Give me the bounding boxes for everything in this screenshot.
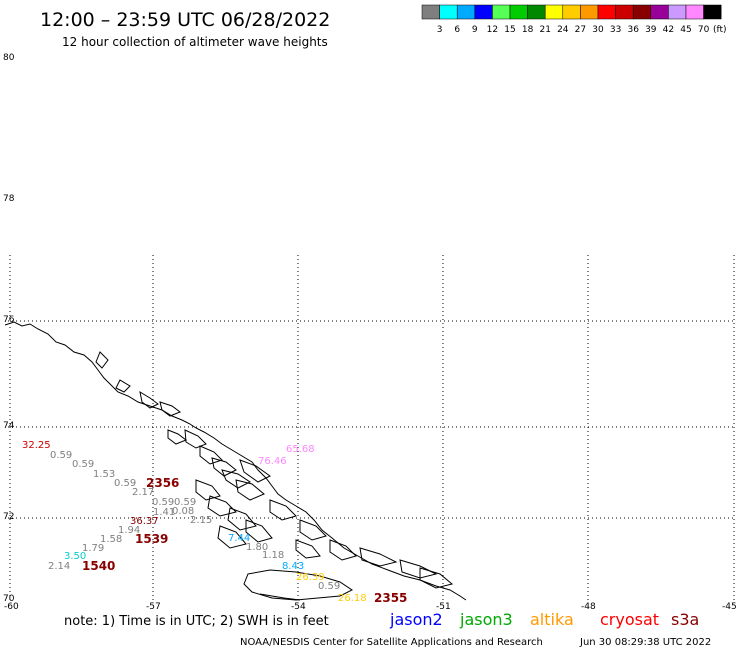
lat-label-74: 74 bbox=[3, 421, 15, 431]
legend-unit: (ft) bbox=[713, 25, 727, 35]
lat-label-76: 76 bbox=[3, 315, 15, 325]
legend-label: 6 bbox=[454, 25, 460, 35]
mission-label: altika bbox=[530, 610, 574, 629]
legend-label: 15 bbox=[504, 25, 515, 35]
legend-swatch bbox=[650, 4, 669, 20]
wave-height-value: 8.43 bbox=[282, 561, 304, 572]
wave-height-value: 1.53 bbox=[93, 469, 115, 480]
legend-swatch bbox=[703, 4, 722, 20]
legend-label: 12 bbox=[487, 25, 498, 35]
latitude-labels: 80 78 76 74 72 70 bbox=[3, 53, 15, 604]
legend-swatch bbox=[668, 4, 687, 20]
lat-label-78: 78 bbox=[3, 194, 15, 204]
footer-timestamp: Jun 30 08:29:38 UTC 2022 bbox=[579, 637, 711, 648]
wave-height-value: 7.44 bbox=[228, 533, 250, 544]
legend-label: 39 bbox=[645, 25, 657, 35]
mission-legend: jason2 jason3 altika cryosat s3a bbox=[389, 610, 699, 629]
wave-height-observations: 32.250.590.591.530.592.170.59 0.591.410.0… bbox=[22, 440, 367, 604]
legend-label: 70 bbox=[698, 25, 710, 35]
legend-label: 42 bbox=[663, 25, 674, 35]
mission-label: jason3 bbox=[459, 610, 513, 629]
legend-swatch bbox=[632, 4, 652, 20]
lon-label-57: -57 bbox=[146, 602, 161, 612]
footer-note: note: 1) Time is in UTC; 2) SWH is in fe… bbox=[64, 614, 329, 629]
color-legend: 3 6 9 12 15 18 21 24 27 30 33 36 39 42 45 70 bbox=[421, 4, 722, 35]
legend-swatch bbox=[615, 4, 634, 20]
legend-swatch bbox=[597, 4, 616, 20]
legend-swatch bbox=[685, 4, 704, 20]
pass-id-label: 2355 bbox=[374, 591, 407, 605]
longitude-labels: -60 -57 -54 -51 -48 -45 bbox=[4, 602, 737, 612]
mission-label: s3a bbox=[671, 610, 699, 629]
legend-label: 27 bbox=[575, 25, 586, 35]
legend-label: 30 bbox=[592, 25, 604, 35]
legend-swatch bbox=[421, 4, 440, 20]
wave-height-value: 0.59 bbox=[72, 459, 94, 470]
legend-label: 45 bbox=[680, 25, 691, 35]
legend-label: 24 bbox=[557, 25, 569, 35]
map-grid bbox=[8, 255, 735, 600]
wave-height-value: 2.14 bbox=[48, 561, 70, 572]
wave-height-value: 0.59 bbox=[174, 497, 196, 508]
wave-height-value: 0.08 bbox=[172, 506, 194, 517]
legend-swatch bbox=[580, 4, 599, 20]
footer-credit: NOAA/NESDIS Center for Satellite Applica… bbox=[240, 637, 543, 648]
legend-swatch bbox=[474, 4, 493, 20]
legend-label: 33 bbox=[610, 25, 621, 35]
wave-height-value: 1.79 bbox=[82, 543, 104, 554]
pass-identifiers: 2356 1539 1540 2355 bbox=[82, 476, 407, 605]
legend-swatch bbox=[562, 4, 581, 20]
wave-height-value: 26.39 bbox=[296, 572, 325, 583]
wave-height-value: 2.15 bbox=[190, 515, 212, 526]
wave-height-value: 1.41 bbox=[153, 507, 175, 518]
wave-height-value: 36.37 bbox=[130, 516, 159, 527]
legend-label: 21 bbox=[539, 25, 550, 35]
wave-height-value: 1.80 bbox=[246, 542, 268, 553]
map-title: 12:00 – 23:59 UTC 06/28/2022 bbox=[40, 9, 330, 31]
lon-label-60: -60 bbox=[4, 602, 19, 612]
pass-id-label: 1539 bbox=[135, 532, 168, 546]
legend-label: 3 bbox=[437, 25, 443, 35]
legend-label: 36 bbox=[627, 25, 639, 35]
lat-label-80: 80 bbox=[3, 53, 15, 63]
lon-label-48: -48 bbox=[581, 602, 596, 612]
map-subtitle: 12 hour collection of altimeter wave hei… bbox=[62, 35, 328, 49]
wave-height-value: 2.17 bbox=[132, 487, 154, 498]
legend-label: 18 bbox=[522, 25, 534, 35]
lon-label-45: -45 bbox=[722, 602, 737, 612]
pass-id-label: 2356 bbox=[146, 476, 179, 490]
mission-label: cryosat bbox=[600, 610, 659, 629]
legend-swatch bbox=[509, 4, 528, 20]
wave-height-value: 0.59 bbox=[50, 450, 72, 461]
lat-label-72: 72 bbox=[3, 512, 14, 522]
lon-label-51: -51 bbox=[436, 602, 451, 612]
legend-label: 9 bbox=[472, 25, 478, 35]
wave-height-value: 0.59 bbox=[152, 497, 174, 508]
wave-height-value: 1.94 bbox=[118, 525, 140, 536]
lat-label-70: 70 bbox=[3, 594, 15, 604]
wave-height-value: 65.68 bbox=[286, 444, 315, 455]
legend-swatch bbox=[527, 4, 546, 20]
mission-label: jason2 bbox=[389, 610, 443, 629]
wave-height-value: 3.50 bbox=[64, 551, 86, 562]
wave-height-value: 0.59 bbox=[318, 581, 340, 592]
coastline bbox=[4, 321, 467, 601]
pass-id-label: 1540 bbox=[82, 559, 115, 573]
wave-height-value: 1.18 bbox=[262, 550, 284, 561]
legend-swatch bbox=[544, 4, 564, 20]
wave-height-value: 1.58 bbox=[100, 534, 122, 545]
legend-swatch bbox=[456, 4, 476, 20]
legend-swatch bbox=[439, 4, 458, 20]
legend-swatch bbox=[492, 4, 511, 20]
wave-height-value: 32.25 bbox=[22, 440, 51, 451]
wave-height-value: 76.46 bbox=[258, 456, 287, 467]
wave-height-value: 26.18 bbox=[338, 593, 367, 604]
wave-height-value: 0.59 bbox=[114, 478, 136, 489]
lon-label-54: -54 bbox=[291, 602, 306, 612]
